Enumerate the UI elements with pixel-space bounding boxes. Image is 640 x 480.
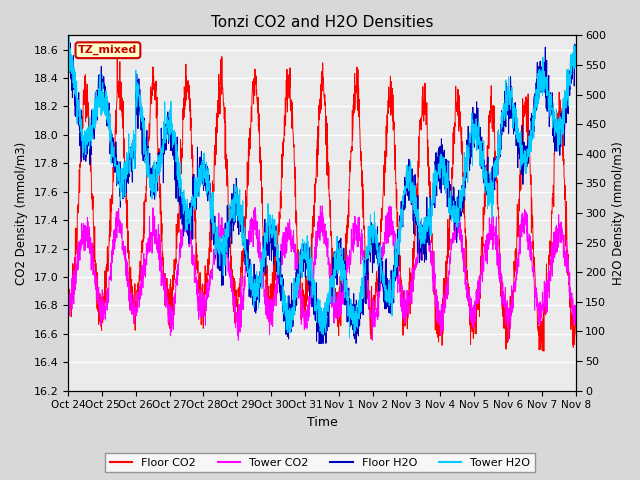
Tower CO2 xyxy=(337,293,344,299)
Floor CO2 xyxy=(337,287,344,292)
Floor CO2 xyxy=(540,348,548,354)
Floor H2O xyxy=(470,128,477,134)
Floor CO2 xyxy=(527,172,535,178)
Tower CO2 xyxy=(206,271,214,277)
Y-axis label: CO2 Density (mmol/m3): CO2 Density (mmol/m3) xyxy=(15,142,28,285)
Floor CO2 xyxy=(469,318,477,324)
Floor CO2 xyxy=(348,144,355,150)
Floor H2O xyxy=(572,49,579,55)
Line: Tower H2O: Tower H2O xyxy=(68,36,575,338)
Tower CO2 xyxy=(504,338,512,344)
Floor H2O xyxy=(337,245,344,251)
Floor H2O xyxy=(541,44,549,50)
Line: Tower CO2: Tower CO2 xyxy=(68,206,575,341)
Tower CO2 xyxy=(317,203,324,209)
Floor H2O xyxy=(206,180,214,186)
Floor CO2 xyxy=(218,54,226,60)
Tower H2O xyxy=(65,33,73,39)
Tower CO2 xyxy=(469,315,477,321)
Tower H2O xyxy=(64,48,72,54)
Floor H2O xyxy=(315,340,323,346)
Line: Floor H2O: Floor H2O xyxy=(68,43,575,343)
Tower CO2 xyxy=(64,316,72,322)
X-axis label: Time: Time xyxy=(307,416,337,429)
Floor H2O xyxy=(64,56,72,62)
Tower CO2 xyxy=(572,316,579,322)
Y-axis label: H2O Density (mmol/m3): H2O Density (mmol/m3) xyxy=(612,141,625,285)
Tower H2O xyxy=(572,60,579,66)
Text: TZ_mixed: TZ_mixed xyxy=(78,45,138,55)
Floor CO2 xyxy=(572,324,579,330)
Tower H2O xyxy=(337,245,344,251)
Tower H2O xyxy=(206,198,214,204)
Tower H2O xyxy=(470,131,477,136)
Legend: Floor CO2, Tower CO2, Floor H2O, Tower H2O: Floor CO2, Tower CO2, Floor H2O, Tower H… xyxy=(105,453,535,472)
Tower H2O xyxy=(541,80,549,86)
Floor CO2 xyxy=(64,311,72,317)
Tower H2O xyxy=(527,149,535,155)
Tower CO2 xyxy=(348,226,355,232)
Tower CO2 xyxy=(527,257,535,263)
Title: Tonzi CO2 and H2O Densities: Tonzi CO2 and H2O Densities xyxy=(211,15,433,30)
Floor H2O xyxy=(527,132,535,138)
Tower CO2 xyxy=(541,290,549,296)
Floor H2O xyxy=(66,40,74,46)
Tower H2O xyxy=(348,317,355,323)
Floor CO2 xyxy=(206,238,214,244)
Line: Floor CO2: Floor CO2 xyxy=(68,57,575,351)
Floor H2O xyxy=(348,300,355,306)
Floor CO2 xyxy=(541,294,549,300)
Tower H2O xyxy=(346,335,353,341)
